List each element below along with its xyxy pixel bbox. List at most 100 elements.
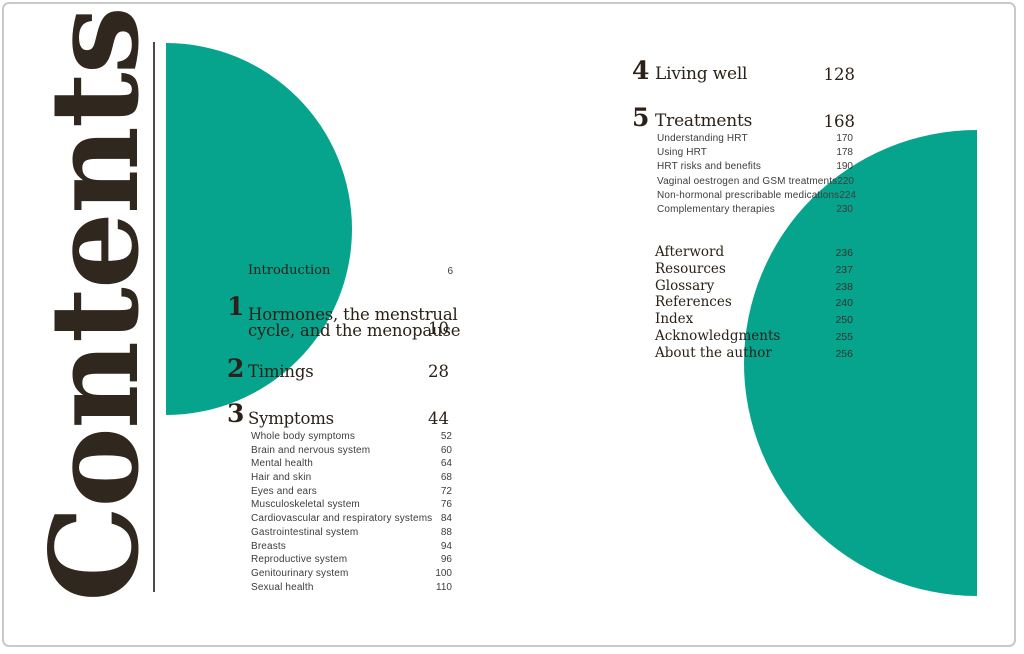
toc-entry-page: 238	[835, 280, 853, 293]
chapter-title: Hormones, the menstrual cycle, and the m…	[248, 305, 461, 340]
toc-entry-label: Glossary	[655, 277, 715, 294]
toc-entry: Musculoskeletal system 76	[251, 499, 452, 513]
toc-entry-label: Acknowledgments	[655, 327, 781, 344]
toc-entry: Non-hormonal prescribable medications 224	[657, 189, 856, 204]
toc-entry-label: Reproductive system	[251, 554, 348, 566]
toc-entry-page: 237	[835, 263, 853, 276]
toc-entry-label: Genitourinary system	[251, 567, 349, 579]
chapter-title-line1: Hormones, the menstrual	[248, 305, 458, 324]
toc-entry: About the author 256	[655, 345, 853, 362]
toc-entry: References 240	[655, 294, 853, 311]
toc-entry-label: Afterword	[655, 244, 725, 260]
chapter-number: 3	[227, 399, 245, 428]
toc-entry-label: Musculoskeletal system	[251, 499, 360, 511]
toc-entry-page: 190	[836, 161, 853, 173]
toc-entry: Using HRT 178	[657, 147, 853, 161]
toc-entry: Complementary therapies 230	[657, 204, 853, 218]
chapter-title: Symptoms	[248, 409, 334, 428]
toc-entry: Genitourinary system 100	[251, 568, 452, 582]
toc-entry: Brain and nervous system 60	[251, 445, 452, 459]
chapter-title: Living well	[655, 64, 748, 84]
toc-entry-page: 52	[440, 431, 452, 442]
toc-entry: HRT risks and benefits 190	[657, 161, 853, 175]
toc-entry-page: 68	[440, 472, 452, 484]
vertical-divider	[153, 42, 155, 592]
toc-entry-page: 250	[835, 314, 853, 327]
toc-entry: Whole body symptoms 52	[251, 431, 452, 445]
toc-entry-page: 240	[835, 297, 853, 310]
toc-entry: Gastrointestinal system 88	[251, 527, 452, 541]
toc-entry: Vaginal oestrogen and GSM treatments 220	[657, 175, 854, 190]
chapter-page: 10	[428, 319, 449, 338]
page-title: Contents	[23, 8, 166, 602]
toc-entry-page: 220	[837, 175, 854, 187]
toc-entry-page: 110	[436, 581, 452, 593]
toc-entry-label: Index	[655, 311, 694, 328]
toc-entry: Resources 237	[655, 261, 853, 278]
toc-entry-label: Understanding HRT	[657, 133, 748, 144]
toc-entry: Index 250	[655, 311, 853, 328]
chapter-title: Timings	[248, 362, 314, 381]
chapter-title-line2: cycle, and the menopause	[248, 320, 461, 340]
toc-entry-label: About the author	[655, 344, 772, 361]
chapter-number: 4	[632, 56, 650, 85]
toc-entry-label: Eyes and ears	[251, 485, 317, 497]
toc-entry-page: 256	[835, 347, 853, 360]
toc-entry-page: 88	[440, 526, 452, 538]
chapter-title: Treatments	[655, 111, 753, 131]
toc-entry: Glossary 238	[655, 278, 853, 295]
toc-entry-page: 170	[836, 133, 853, 144]
toc-entry-page: 76	[440, 499, 452, 511]
toc-entry: Reproductive system 96	[251, 554, 452, 568]
toc-entry-introduction: Introduction 6	[248, 263, 453, 278]
toc-entry-label: Sexual health	[251, 581, 314, 593]
toc-entry: Breasts 94	[251, 541, 452, 555]
toc-entry-label: Complementary therapies	[657, 203, 775, 215]
toc-entry-page: 96	[440, 554, 452, 566]
symptoms-subentry-list: Whole body symptoms 52 Brain and nervous …	[251, 431, 452, 595]
toc-entry-page: 64	[440, 458, 452, 470]
chapter-page: 168	[823, 112, 856, 131]
toc-entry: Hair and skin 68	[251, 472, 452, 486]
toc-entry-page: 255	[835, 330, 853, 343]
toc-entry-label: Vaginal oestrogen and GSM treatments	[657, 175, 838, 187]
toc-entry: Eyes and ears 72	[251, 486, 452, 500]
toc-entry-label: Breasts	[251, 540, 286, 552]
chapter-page: 128	[823, 65, 856, 84]
toc-entry-label: Non-hormonal prescribable medications	[657, 189, 840, 201]
toc-entry-label: Resources	[655, 260, 726, 277]
toc-entry-label: Mental health	[251, 458, 313, 470]
toc-entry: Understanding HRT 170	[657, 133, 853, 147]
toc-entry: Afterword 236	[655, 244, 853, 261]
toc-entry-page: 6	[447, 266, 453, 277]
toc-entry-page: 72	[440, 485, 452, 497]
treatments-subentry-list: Understanding HRT 170 Using HRT 178 HRT ri…	[657, 133, 856, 218]
chapter-page: 28	[428, 362, 449, 381]
toc-entry-label: HRT risks and benefits	[657, 161, 762, 173]
toc-entry-label: Using HRT	[657, 147, 708, 159]
toc-entry-label: Introduction	[248, 263, 331, 278]
chapter-page: 44	[428, 409, 449, 428]
toc-entry-page: 84	[440, 513, 452, 525]
teal-semicircle-left	[166, 43, 352, 415]
toc-entry-label: References	[655, 294, 732, 311]
toc-entry-page: 94	[440, 540, 452, 552]
chapter-number: 5	[632, 103, 650, 132]
toc-entry-page: 60	[440, 444, 452, 456]
toc-entry-label: Hair and skin	[251, 472, 312, 484]
toc-entry-page: 224	[839, 189, 856, 201]
toc-entry: Mental health 64	[251, 458, 452, 472]
chapter-number: 1	[227, 292, 245, 321]
toc-entry-page: 236	[835, 247, 853, 259]
toc-entry: Sexual health 110	[251, 582, 452, 596]
toc-entry-label: Gastrointestinal system	[251, 526, 359, 538]
book-page: Contents Introduction 6 1 Hormones, the …	[2, 2, 1016, 647]
toc-entry-label: Brain and nervous system	[251, 444, 371, 456]
toc-entry-page: 230	[836, 203, 853, 215]
toc-entry-label: Cardiovascular and respiratory systems	[251, 513, 433, 525]
toc-entry: Acknowledgments 255	[655, 328, 853, 345]
toc-entry-label: Whole body symptoms	[251, 431, 355, 442]
toc-entry-page: 178	[836, 147, 853, 159]
back-matter-list: Afterword 236 Resources 237 Glossary 238 Re…	[655, 244, 853, 362]
toc-entry-page: 100	[435, 567, 452, 579]
